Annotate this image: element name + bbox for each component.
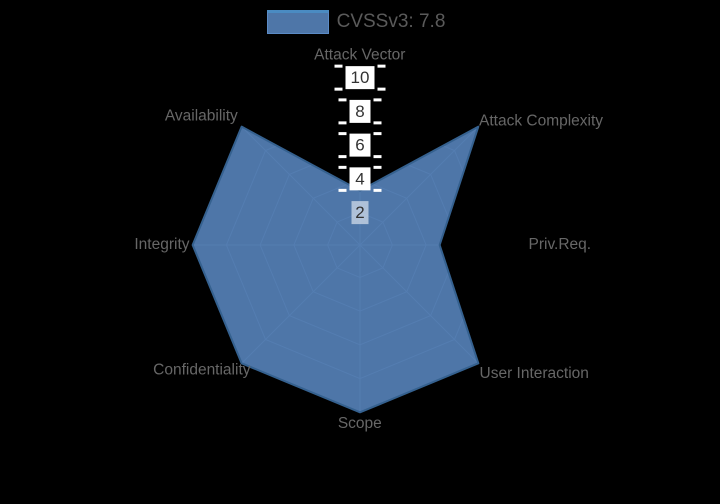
svg-text:Scope: Scope (338, 415, 382, 432)
svg-text:2: 2 (355, 203, 364, 222)
svg-text:Attack Vector: Attack Vector (314, 47, 405, 64)
svg-text:Integrity: Integrity (134, 236, 189, 253)
svg-text:Availability: Availability (165, 108, 238, 125)
svg-text:8: 8 (355, 102, 364, 121)
svg-text:10: 10 (351, 68, 370, 87)
svg-text:User Interaction: User Interaction (480, 365, 589, 382)
svg-text:4: 4 (355, 169, 364, 188)
svg-text:Confidentiality: Confidentiality (153, 362, 251, 379)
svg-text:Priv.Req.: Priv.Req. (529, 236, 592, 253)
svg-text:6: 6 (355, 136, 364, 155)
svg-text:Attack Complexity: Attack Complexity (479, 113, 603, 130)
